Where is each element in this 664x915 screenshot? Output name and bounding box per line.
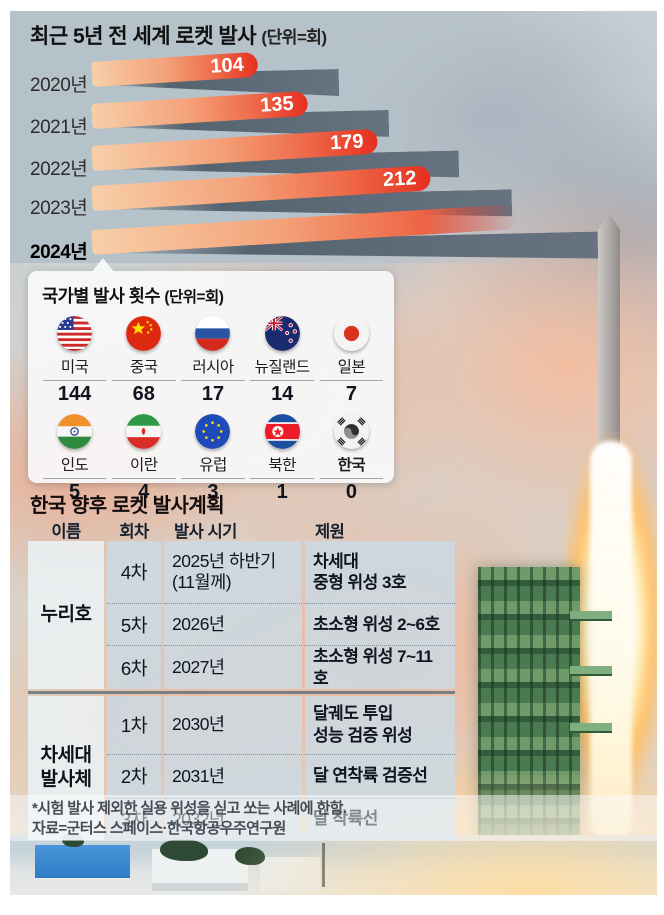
- blue-roof-building: [35, 845, 130, 878]
- country-item-europe: 유럽 3: [178, 414, 247, 504]
- country-name: 러시아: [181, 355, 245, 381]
- country-box-title: 국가별 발사 횟수 (단위=회): [42, 283, 386, 308]
- country-value: 68: [132, 383, 155, 405]
- round-cell: 2차: [107, 753, 161, 798]
- country-grid: 미국 144 중국 68 러시아: [40, 316, 386, 504]
- ground-buildings-band: [10, 775, 657, 895]
- india-flag-icon: [57, 414, 93, 449]
- schedule-group-nuriho: 누리호 4차 2025년 하반기 (11월께) 차세대 중형 위성 3호 5차 …: [28, 541, 455, 689]
- schedule-header-time: 발사 시기: [174, 523, 237, 541]
- schedule-header-payload: 제원: [315, 523, 345, 541]
- bar-value: 104: [209, 53, 245, 78]
- country-value: 14: [271, 383, 294, 405]
- chart-unit-label: (단위=회): [261, 28, 327, 47]
- country-value: 4: [138, 481, 150, 503]
- eu-flag-icon: [195, 414, 231, 449]
- country-box-unit-label: (단위=회): [164, 289, 224, 306]
- round-cell: 4차: [107, 541, 161, 603]
- chart-title: 최근 5년 전 세계 로켓 발사 (단위=회): [30, 20, 327, 50]
- payload-cell: 달 연착륙 검증선: [305, 753, 455, 798]
- country-value: 5: [69, 481, 81, 503]
- year-label-2023: 2023년: [30, 198, 88, 219]
- country-item-japan: 일본 7: [317, 316, 386, 406]
- time-cell: 2030년: [164, 695, 302, 754]
- round-cell: 1차: [107, 695, 161, 754]
- schedule-header-round: 회차: [119, 523, 149, 541]
- year-label-2024: 2024년: [30, 242, 88, 263]
- tower-arm: [570, 611, 612, 619]
- country-item-new-zealand: 뉴질랜드 14: [248, 316, 317, 406]
- bar-value: 212: [382, 167, 418, 192]
- bar-value: [502, 217, 516, 218]
- chart-title-text: 최근 5년 전 세계 로켓 발사: [30, 25, 257, 48]
- round-cell: 6차: [107, 645, 161, 689]
- country-value: 1: [276, 481, 288, 503]
- country-name: 미국: [42, 355, 107, 381]
- time-cell: 2027년: [164, 645, 302, 689]
- country-name: 뉴질랜드: [250, 355, 315, 381]
- country-breakdown-box: 국가별 발사 횟수 (단위=회) 미국 144: [28, 258, 394, 503]
- tower-arm: [570, 723, 612, 731]
- schedule-header-name: 이름: [51, 523, 81, 541]
- time-cell: 2025년 하반기 (11월께): [164, 541, 302, 603]
- country-name: 중국: [111, 355, 176, 381]
- bar-value: 179: [329, 130, 365, 155]
- exhaust-flame-core: [590, 441, 632, 841]
- country-name: 일본: [319, 355, 384, 381]
- footnote-band: *시험 발사 제외한 실용 위성을 싣고 쏘는 사례에 한함. 자료=군터스 스…: [10, 795, 657, 841]
- iran-flag-icon: [126, 414, 162, 449]
- footnote-text: *시험 발사 제외한 실용 위성을 싣고 쏘는 사례에 한함.: [32, 800, 347, 817]
- country-value: 144: [57, 383, 92, 405]
- new-zealand-flag-icon: [264, 316, 300, 351]
- country-name: 한국: [319, 453, 384, 479]
- group-divider-line: [28, 691, 455, 694]
- rocket-body: [598, 213, 620, 493]
- country-value: 7: [345, 383, 357, 405]
- tree-silhouette: [160, 839, 208, 861]
- country-item-usa: 미국 144: [40, 316, 109, 406]
- payload-cell: 달궤도 투입 성능 검증 위성: [305, 695, 455, 754]
- country-item-china: 중국 68: [109, 316, 178, 406]
- payload-cell: 초소형 위성 2~6호: [305, 603, 455, 645]
- time-cell: 2031년: [164, 753, 302, 798]
- year-label-2020: 2020년: [30, 75, 88, 96]
- country-name: 북한: [250, 453, 315, 479]
- country-name: 유럽: [181, 453, 245, 479]
- schedule-title: 한국 향후 로켓 발사계획: [30, 495, 225, 517]
- north-korea-flag-icon: [264, 414, 300, 449]
- russia-flag-icon: [195, 316, 231, 351]
- country-item-iran: 이란 4: [109, 414, 178, 504]
- time-cell: 2026년: [164, 603, 302, 645]
- country-item-india: 인도 5: [40, 414, 109, 504]
- china-flag-icon: [126, 316, 162, 351]
- year-label-2021: 2021년: [30, 117, 88, 138]
- country-item-south-korea: 한국 0: [317, 414, 386, 504]
- round-cell: 5차: [107, 603, 161, 645]
- schedule-header-row: 이름 회차 발사 시기 제원: [28, 518, 455, 542]
- country-box-title-text: 국가별 발사 횟수: [42, 286, 160, 306]
- payload-cell: 초소형 위성 7~11호: [305, 645, 455, 689]
- country-item-russia: 러시아 17: [178, 316, 247, 406]
- country-value: 17: [201, 383, 225, 405]
- tower-arm: [570, 666, 612, 674]
- country-item-north-korea: 북한 1: [248, 414, 317, 504]
- south-korea-flag-icon: [333, 414, 369, 449]
- rocket-name-cell: 누리호: [28, 541, 104, 689]
- country-value: 3: [207, 481, 219, 503]
- source-credit: 자료=군터스 스페이스·한국항공우주연구원: [32, 820, 286, 838]
- bar-value: 135: [259, 92, 295, 117]
- japan-flag-icon: [333, 316, 369, 351]
- country-name: 이란: [111, 453, 176, 479]
- us-flag-icon: [57, 316, 93, 351]
- country-name: 인도: [42, 453, 107, 479]
- country-value: 0: [345, 481, 357, 503]
- payload-cell: 차세대 중형 위성 3호: [305, 541, 455, 603]
- year-label-2022: 2022년: [30, 159, 88, 180]
